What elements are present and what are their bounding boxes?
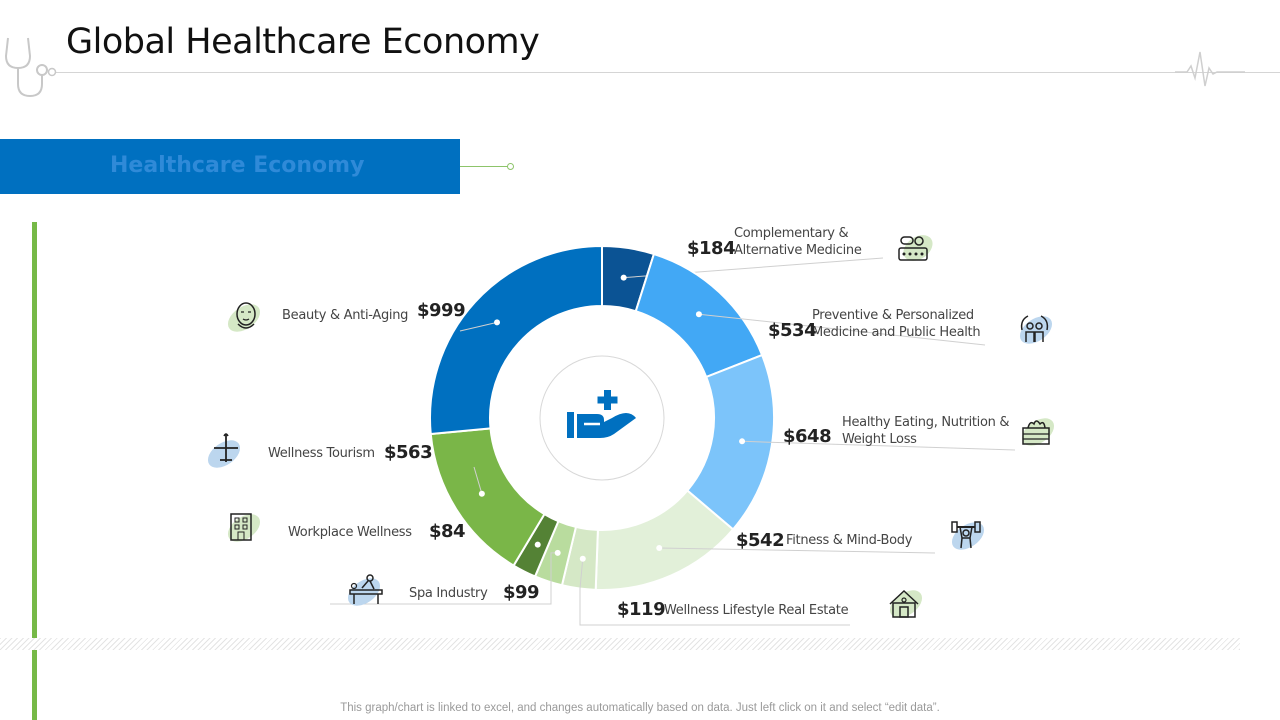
hand-medical-cross-icon <box>567 390 636 438</box>
leader-line-preventive-personalized-medicine-and-public-health <box>698 313 986 346</box>
donut-slice-beauty-anti-aging <box>429 244 603 436</box>
face-mask-icon <box>227 302 261 332</box>
label-real-estate: Wellness Lifestyle Real Estate <box>664 603 849 618</box>
hands-people-icon <box>1019 315 1053 344</box>
slice-marker-spa-industry <box>554 549 561 556</box>
slice-marker-wellness-tourism <box>478 490 485 497</box>
hatch-divider <box>0 638 1240 650</box>
label-wellness-tourism: Wellness Tourism <box>268 446 375 461</box>
airplane-icon <box>207 433 241 468</box>
banner-connector <box>460 166 508 167</box>
slice-marker-fitness-mind-body <box>656 544 663 551</box>
leader-line-beauty-anti-aging <box>459 321 498 332</box>
label-complementary-medicine: Complementary & Alternative Medicine <box>734 226 862 258</box>
slice-marker-beauty-anti-aging <box>494 319 501 326</box>
chart-footnote: This graph/chart is linked to excel, and… <box>340 702 940 714</box>
label-spa-industry: Spa Industry <box>409 586 488 601</box>
value-preventive-medicine: $534 <box>768 320 817 341</box>
value-healthy-eating: $648 <box>783 426 832 447</box>
value-complementary-medicine: $184 <box>687 238 736 259</box>
leader-line-wellness-tourism <box>473 466 483 494</box>
label-fitness: Fitness & Mind-Body <box>786 533 913 548</box>
slice-marker-complementary-alternative-medicine <box>620 274 627 281</box>
slice-marker-preventive-personalized-medicine-and-public-health <box>695 311 702 318</box>
label-healthy-eating: Healthy Eating, Nutrition & Weight Loss <box>842 415 1010 447</box>
value-workplace-wellness: $84 <box>429 521 466 542</box>
leader-line-healthy-eating-nutrition-weight-loss <box>742 440 1016 451</box>
value-real-estate: $119 <box>617 599 666 620</box>
massage-icon <box>347 574 383 606</box>
pills-icon <box>898 235 933 261</box>
section-banner-title: Healthcare Economy <box>110 153 365 178</box>
value-beauty-anti-aging: $999 <box>417 300 466 321</box>
heartbeat-line-icon <box>1175 51 1245 87</box>
label-beauty-anti-aging: Beauty & Anti-Aging <box>282 308 409 323</box>
section-banner <box>0 139 460 194</box>
vegetable-basket-icon <box>1021 418 1055 446</box>
label-preventive-medicine: Preventive & Personalized Medicine and P… <box>812 308 981 340</box>
accent-bar <box>32 222 37 720</box>
slice-marker-wellness-lifestyle-real-estate <box>579 555 586 562</box>
slice-marker-workplace-wellness <box>534 541 541 548</box>
slice-marker-healthy-eating-nutrition-weight-loss <box>739 438 746 445</box>
title-divider <box>56 72 1280 73</box>
value-fitness: $542 <box>736 530 785 551</box>
house-icon <box>889 589 923 618</box>
weightlifter-icon <box>951 521 985 550</box>
stethoscope-icon <box>4 37 57 98</box>
leader-line-spa-industry <box>330 552 558 605</box>
page-title: Global Healthcare Economy <box>66 22 540 62</box>
value-wellness-tourism: $563 <box>384 442 433 463</box>
office-building-icon <box>227 513 261 542</box>
leader-line-fitness-mind-body <box>659 547 936 554</box>
banner-connector-dot <box>507 163 514 170</box>
label-workplace-wellness: Workplace Wellness <box>288 525 412 540</box>
leader-line-wellness-lifestyle-real-estate <box>579 558 850 626</box>
value-spa-industry: $99 <box>503 582 540 603</box>
